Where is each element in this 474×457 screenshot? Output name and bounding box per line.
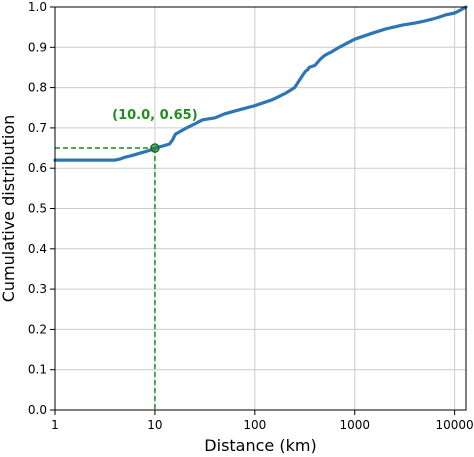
y-tick-label: 0.8	[28, 81, 47, 95]
cdf-line	[53, 5, 468, 162]
x-tick-label: 100	[243, 418, 266, 432]
y-tick-label: 0.9	[28, 40, 47, 54]
y-tick-label: 0.6	[28, 161, 47, 175]
x-tick-label: 1000	[339, 418, 370, 432]
annotation-label: (10.0, 0.65)	[112, 108, 198, 123]
grid-lines	[54, 6, 466, 411]
y-tick-label: 0.1	[28, 363, 47, 377]
x-tick-label: 1	[51, 418, 59, 432]
x-tick-label: 10	[147, 418, 162, 432]
x-tick-label: 10000	[436, 418, 474, 432]
y-tick-label: 0.7	[28, 121, 47, 135]
y-axis-ticks: 0.0 0.1 0.2 0.3 0.4 0.5 0.6 0.7 0.8 0.9 1.0	[28, 0, 55, 417]
annotation-guides	[55, 147, 156, 410]
x-axis-ticks: 1 10 100 1000 10000	[51, 410, 474, 432]
y-axis-label: Cumulative distribution	[0, 115, 18, 303]
y-tick-label: 0.5	[28, 202, 47, 216]
y-tick-label: 0.0	[28, 403, 47, 417]
y-tick-label: 0.4	[28, 242, 47, 256]
y-tick-label: 1.0	[28, 0, 47, 14]
annotation-point	[150, 143, 160, 153]
y-tick-label: 0.3	[28, 282, 47, 296]
x-axis-label: Distance (km)	[204, 436, 316, 455]
y-tick-label: 0.2	[28, 322, 47, 336]
